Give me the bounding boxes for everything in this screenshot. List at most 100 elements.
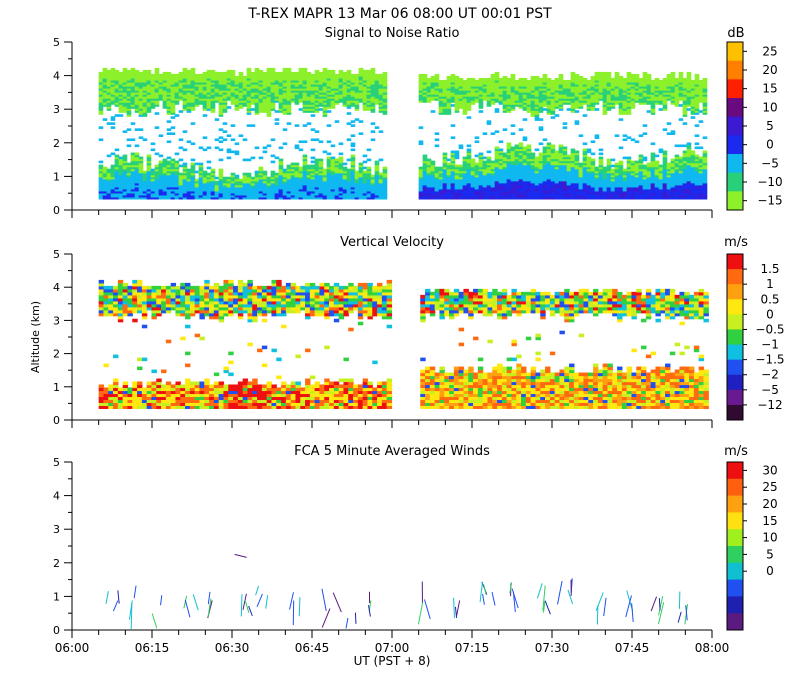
- snr-cell: [634, 196, 640, 200]
- snr-cell: [462, 79, 468, 83]
- snr-cell: [250, 194, 256, 198]
- snr-cell: [222, 138, 228, 142]
- snr-cell: [274, 194, 280, 198]
- snr-cell: [154, 186, 160, 190]
- snr-cell: [546, 106, 552, 109]
- snr-cell: [190, 96, 196, 99]
- snr-cell: [250, 192, 256, 196]
- snr-cell: [130, 138, 136, 142]
- snr-cell: [606, 168, 612, 172]
- snr-cell: [330, 158, 336, 162]
- snr-cell: [558, 84, 564, 87]
- snr-cell: [538, 96, 544, 99]
- snr-cell: [438, 192, 444, 196]
- snr-cell: [146, 160, 152, 164]
- snr-cell: [590, 176, 596, 180]
- snr-cell: [382, 86, 388, 89]
- snr-cell: [106, 108, 112, 111]
- snr-cell: [630, 172, 636, 176]
- snr-cell: [334, 174, 340, 178]
- snr-cell: [570, 162, 576, 166]
- snr-cell: [114, 98, 120, 101]
- snr-cell: [558, 182, 564, 186]
- snr-cell: [242, 98, 248, 101]
- snr-cell: [518, 174, 524, 178]
- snr-cell: [262, 150, 268, 154]
- snr-cell: [590, 174, 596, 178]
- snr-cell: [278, 84, 284, 87]
- snr-cell: [534, 156, 540, 160]
- snr-cell: [546, 86, 552, 89]
- snr-cell: [622, 138, 628, 142]
- snr-cell: [278, 104, 284, 107]
- snr-cell: [154, 94, 160, 97]
- snr-cell: [482, 96, 488, 99]
- snr-cell: [110, 92, 116, 95]
- snr-cell: [578, 182, 584, 186]
- snr-cell: [534, 164, 540, 168]
- snr-cell: [570, 186, 576, 190]
- snr-cell: [518, 98, 524, 101]
- snr-cell: [334, 73, 340, 77]
- snr-cell: [506, 90, 512, 93]
- snr-cell: [270, 102, 276, 105]
- snr-cell: [362, 88, 368, 91]
- snr-cell: [190, 94, 196, 97]
- snr-cell: [578, 90, 584, 93]
- snr-cell: [322, 106, 328, 109]
- snr-cell: [570, 154, 576, 158]
- snr-cell: [254, 108, 260, 111]
- snr-cell: [578, 106, 584, 109]
- snr-cell: [114, 94, 120, 97]
- snr-cell: [334, 190, 340, 194]
- snr-cell: [638, 190, 644, 194]
- snr-cell: [118, 174, 124, 178]
- snr-cell: [446, 86, 452, 89]
- snr-cell: [278, 146, 284, 150]
- snr-cell: [306, 194, 312, 198]
- snr-cell: [110, 186, 116, 190]
- snr-cell: [262, 75, 268, 79]
- snr-cell: [502, 79, 508, 83]
- snr-cell: [242, 77, 248, 81]
- snr-cell: [442, 162, 448, 166]
- snr-cell: [130, 182, 136, 186]
- snr-cell: [122, 158, 128, 162]
- snr-cell: [638, 174, 644, 178]
- snr-cell: [538, 174, 544, 178]
- snr-cell: [478, 162, 484, 166]
- snr-cell: [174, 102, 180, 105]
- snr-cell: [514, 194, 520, 198]
- snr-cell: [242, 180, 248, 184]
- snr-cell: [646, 100, 652, 103]
- snr-cell: [170, 160, 176, 164]
- snr-cell: [518, 176, 524, 180]
- snr-cell: [618, 196, 624, 200]
- snr-cell: [578, 77, 584, 81]
- snr-cell: [474, 90, 480, 93]
- snr-cell: [154, 77, 160, 81]
- snr-cell: [302, 188, 308, 192]
- snr-cell: [158, 92, 164, 95]
- snr-cell: [562, 148, 568, 152]
- snr-cell: [298, 94, 304, 97]
- snr-cell: [382, 77, 388, 81]
- snr-cell: [106, 154, 112, 158]
- snr-cell: [418, 126, 424, 129]
- snr-cell: [274, 92, 280, 95]
- snr-cell: [234, 100, 240, 103]
- snr-cell: [450, 75, 456, 79]
- snr-cell: [146, 73, 152, 77]
- snr-cell: [226, 92, 232, 95]
- snr-cell: [358, 180, 364, 184]
- snr-cell: [118, 168, 124, 172]
- snr-cell: [494, 75, 500, 79]
- snr-cell: [274, 190, 280, 194]
- snr-cell: [190, 164, 196, 168]
- snr-cell: [362, 182, 368, 186]
- snr-cell: [338, 92, 344, 95]
- snr-cell: [222, 122, 228, 125]
- snr-cell: [542, 186, 548, 190]
- snr-cell: [146, 174, 152, 178]
- snr-cell: [474, 98, 480, 101]
